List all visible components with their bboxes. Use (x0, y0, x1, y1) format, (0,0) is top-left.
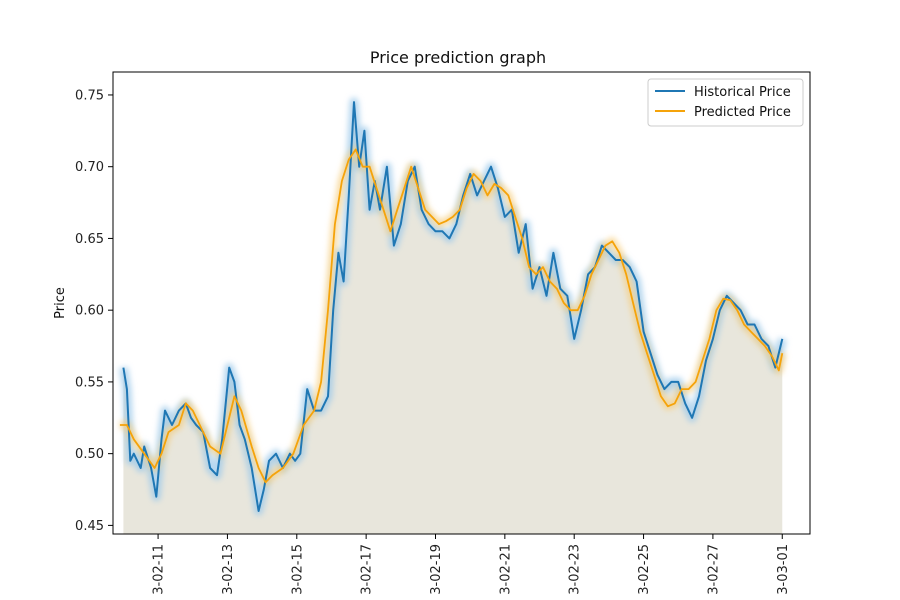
legend-label-historical: Historical Price (694, 85, 791, 100)
legend-label-predicted: Predicted Price (694, 105, 791, 120)
y-tick-label: 0.55 (75, 375, 104, 390)
x-tick-label: 3-02-25 (637, 544, 652, 595)
y-tick-label: 0.70 (75, 160, 104, 175)
y-tick-label: 0.75 (75, 88, 104, 103)
x-tick-label: 3-02-15 (290, 544, 305, 595)
legend: Historical Price Predicted Price (647, 78, 804, 127)
x-tick-label: 3-02-23 (568, 544, 583, 595)
x-tick-label: 3-02-13 (221, 544, 236, 595)
y-tick-label: 0.65 (75, 232, 104, 247)
x-tick-label: 3-02-17 (360, 544, 375, 595)
x-tick-label: 3-03-01 (776, 544, 791, 595)
plot-frame (112, 71, 811, 535)
y-axis: 0.45 0.50 0.55 0.60 0.65 0.70 0.75 (75, 88, 113, 534)
legend-box (647, 78, 804, 127)
x-tick-label: 3-02-27 (706, 544, 721, 595)
y-tick-label: 0.50 (75, 447, 104, 462)
historical-price-line (122, 101, 784, 512)
plot-area (118, 97, 787, 534)
y-axis-label: Price (53, 287, 68, 319)
chart-title: Price prediction graph (370, 48, 546, 67)
x-tick-label: 3-02-21 (498, 544, 513, 595)
historical-area-fill (123, 102, 783, 534)
y-tick-label: 0.60 (75, 304, 104, 319)
x-axis: 3-02-11 3-02-13 3-02-15 3-02-17 3-02-19 3-02-… (152, 534, 791, 595)
predicted-price-line (119, 148, 784, 484)
y-tick-label: 0.45 (75, 519, 104, 534)
x-tick-label: 3-02-19 (429, 544, 444, 595)
x-tick-label: 3-02-11 (152, 544, 167, 595)
